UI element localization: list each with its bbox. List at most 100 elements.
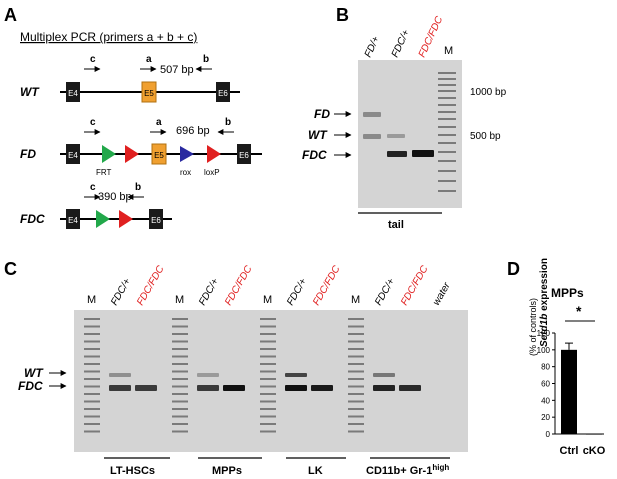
rox-label: rox — [180, 168, 191, 177]
loxp-site-icon — [207, 145, 221, 163]
ladder-band — [172, 363, 188, 365]
marker-size-label: 500 bp — [470, 131, 501, 142]
ladder-band — [438, 170, 456, 172]
lane-label: water — [431, 280, 453, 307]
ladder-band — [260, 423, 276, 425]
gel-band — [223, 385, 245, 391]
exon-e4 — [66, 209, 80, 229]
exon-e5-label: E5 — [144, 89, 154, 98]
ladder-band — [260, 393, 276, 395]
exon-e6 — [149, 209, 163, 229]
ladder-band — [348, 400, 364, 403]
group-label-superscript: high — [432, 463, 449, 472]
panel-a: A Multiplex PCR (primers a + b + c) WT E… — [4, 5, 262, 229]
loxp-site-icon — [119, 210, 133, 228]
ladder-band — [84, 355, 100, 358]
ladder-band — [438, 118, 456, 120]
ladder-band — [260, 385, 276, 388]
category-label: cKO — [583, 445, 606, 457]
chart-title: MPPs — [551, 286, 584, 300]
ladder-band — [348, 430, 364, 433]
gel-band — [109, 373, 131, 377]
ladder-band — [172, 325, 188, 328]
exon-e4-label: E4 — [68, 151, 78, 160]
fdc-row-label: FDC — [20, 212, 45, 226]
ladder-band — [348, 415, 364, 418]
exon-e6-label: E6 — [151, 216, 161, 225]
frt-site-icon — [96, 210, 110, 228]
ladder-band — [84, 318, 100, 320]
group-label-text: CD11b+ Gr-1 — [366, 465, 432, 477]
gel-band — [311, 385, 333, 391]
panel-c: C M FDC/+ FDC/FDC M FDC/+ FDC/FDC M FDC/+ FDC/FD… — [4, 259, 468, 477]
loxp-site-icon — [125, 145, 139, 163]
gel-band — [363, 112, 381, 117]
marker-size-label: 1000 bp — [470, 87, 507, 98]
rox-site-icon — [180, 146, 194, 162]
primer-b-label: b — [203, 54, 209, 65]
lane-label: FDC/+ — [390, 28, 412, 59]
ladder-band — [438, 126, 456, 128]
lane-label: FDC/FDC — [223, 263, 255, 307]
lane-label: FDC/+ — [109, 277, 133, 308]
ladder-band — [438, 104, 456, 106]
ladder-band — [172, 408, 188, 410]
lane-label: M — [87, 294, 96, 306]
primer-a-label: a — [146, 54, 152, 65]
ladder-band — [438, 190, 456, 192]
ladder-band — [348, 340, 364, 343]
gel-band — [109, 385, 131, 391]
exon-e6 — [237, 144, 251, 164]
lane-label: FDC/+ — [197, 277, 221, 308]
category-label: Ctrl — [560, 445, 579, 457]
exon-e4 — [66, 144, 80, 164]
lane-label: FD/+ — [363, 35, 382, 60]
ladder-band — [438, 180, 456, 182]
ladder-band — [172, 348, 188, 350]
ladder-band — [348, 325, 364, 328]
significance-star: * — [576, 303, 582, 319]
primer-c-label: c — [90, 54, 96, 65]
ladder-band — [84, 340, 100, 343]
group-label: LK — [308, 465, 323, 477]
y-tick-label: 40 — [541, 396, 550, 405]
lane-label: FDC/FDC — [135, 263, 167, 307]
lane-label: FDC/FDC — [311, 263, 343, 307]
bar — [561, 349, 577, 434]
panel-a-label: A — [4, 5, 17, 25]
lane-label: M — [263, 294, 272, 306]
ladder-band — [84, 325, 100, 328]
ladder-band — [260, 415, 276, 418]
gel-band — [285, 385, 307, 391]
ladder-band — [84, 400, 100, 403]
exon-e5 — [151, 143, 167, 165]
exon-e6-label: E6 — [218, 89, 228, 98]
ladder-band — [84, 415, 100, 418]
gel-band — [285, 373, 307, 377]
ladder-band — [260, 355, 276, 358]
y-tick-label: 80 — [541, 363, 550, 372]
lane-label: M — [351, 294, 360, 306]
ladder-band — [348, 393, 364, 395]
ladder-band — [84, 393, 100, 395]
ladder-band — [84, 408, 100, 410]
ladder-band — [260, 363, 276, 365]
ladder-band — [438, 142, 456, 144]
y-axis-label-rest: expression — [539, 258, 550, 314]
ladder-band — [348, 333, 364, 335]
gel-band — [363, 134, 381, 139]
y-axis-label-gene: Setd1b — [539, 314, 550, 347]
ladder-band — [438, 72, 456, 74]
lane-label: M — [444, 45, 453, 57]
ladder-band — [348, 355, 364, 358]
fdc-product-size: 390 bp — [98, 191, 132, 203]
ladder-band — [260, 400, 276, 403]
ladder-band — [260, 318, 276, 320]
wt-row-label: WT — [20, 85, 40, 99]
primer-c-label: c — [90, 182, 96, 193]
ladder-band — [438, 134, 456, 136]
ladder-band — [172, 370, 188, 373]
ladder-band — [172, 423, 188, 425]
y-axis-label: Setd1b expression — [539, 258, 550, 347]
